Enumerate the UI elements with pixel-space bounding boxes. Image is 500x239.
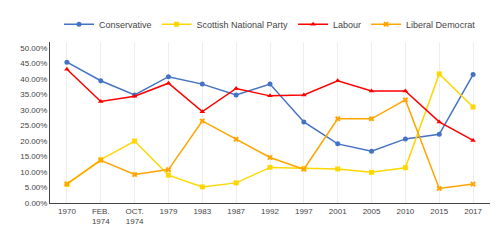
svg-text:35.00%: 35.00% bbox=[20, 90, 47, 99]
svg-text:40.00%: 40.00% bbox=[20, 75, 47, 84]
svg-text:15.00%: 15.00% bbox=[20, 152, 47, 161]
svg-text:50.00%: 50.00% bbox=[20, 44, 47, 53]
svg-text:10.00%: 10.00% bbox=[20, 168, 47, 177]
svg-text:0.00%: 0.00% bbox=[25, 199, 48, 208]
svg-text:1979: 1979 bbox=[160, 207, 178, 216]
svg-text:FEB.1974: FEB.1974 bbox=[92, 207, 110, 226]
svg-text:1997: 1997 bbox=[295, 207, 313, 216]
svg-text:2015: 2015 bbox=[430, 207, 448, 216]
svg-text:45.00%: 45.00% bbox=[20, 59, 47, 68]
svg-text:2010: 2010 bbox=[396, 207, 414, 216]
svg-text:Conservative: Conservative bbox=[99, 20, 152, 30]
svg-text:Scottish National Party: Scottish National Party bbox=[197, 20, 289, 30]
svg-text:1987: 1987 bbox=[227, 207, 245, 216]
svg-text:OCT.1974: OCT.1974 bbox=[126, 207, 145, 226]
svg-text:25.00%: 25.00% bbox=[20, 121, 47, 130]
svg-text:2017: 2017 bbox=[464, 207, 482, 216]
svg-text:1983: 1983 bbox=[193, 207, 211, 216]
svg-text:5.00%: 5.00% bbox=[25, 183, 48, 192]
svg-text:1992: 1992 bbox=[261, 207, 279, 216]
svg-text:1970: 1970 bbox=[58, 207, 76, 216]
svg-text:20.00%: 20.00% bbox=[20, 137, 47, 146]
svg-text:Liberal Democrat: Liberal Democrat bbox=[406, 20, 475, 30]
svg-text:Labour: Labour bbox=[333, 20, 361, 30]
svg-text:2001: 2001 bbox=[329, 207, 347, 216]
svg-text:2005: 2005 bbox=[363, 207, 381, 216]
svg-text:30.00%: 30.00% bbox=[20, 106, 47, 115]
